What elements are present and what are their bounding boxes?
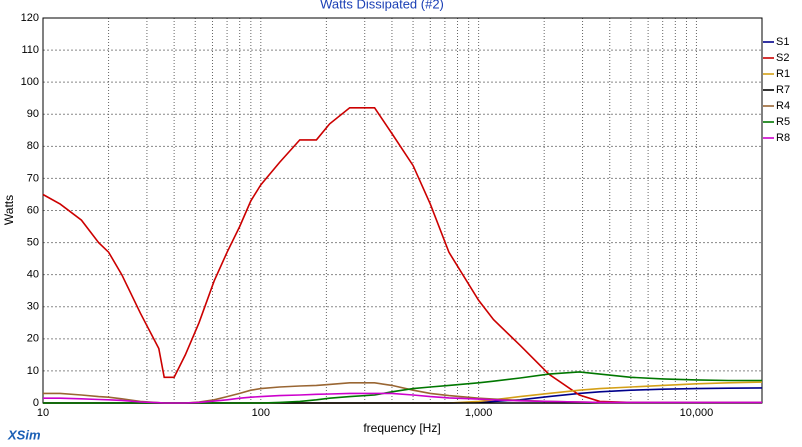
chart-title: Watts Dissipated (#2): [320, 0, 444, 11]
legend-label: R1: [776, 68, 790, 80]
y-tick-label: 110: [21, 44, 39, 56]
y-tick-label: 100: [21, 76, 39, 88]
legend-label: R5: [776, 116, 790, 128]
legend-label: S1: [776, 36, 789, 48]
legend-label: R7: [776, 84, 790, 96]
y-axis-label: Watts: [2, 195, 16, 225]
series-line: [43, 392, 762, 404]
x-tick-label: 10,000: [680, 407, 714, 419]
y-tick-label: 90: [27, 108, 39, 120]
legend-label: S2: [776, 52, 789, 64]
watermark: XSim: [7, 427, 41, 442]
y-tick-label: 60: [27, 204, 39, 216]
y-tick-label: 30: [27, 301, 39, 313]
y-tick-label: 10: [27, 365, 39, 377]
series-line: [42, 107, 762, 404]
x-tick-label: 1,000: [465, 407, 493, 419]
y-tick-label: 40: [27, 269, 39, 281]
y-tick-label: 50: [27, 236, 39, 248]
plot-frame: [42, 17, 763, 404]
y-tick-label: 80: [27, 140, 39, 152]
y-tick-label: 70: [27, 172, 39, 184]
legend-label: R4: [776, 100, 790, 112]
legend-label: R8: [776, 132, 790, 144]
y-tick-label: 0: [33, 397, 39, 409]
y-tick-label: 120: [21, 12, 39, 24]
y-tick-label: 20: [27, 333, 39, 345]
series-line: [43, 381, 763, 404]
x-tick-label: 10: [37, 407, 49, 419]
x-axis-label: frequency [Hz]: [363, 421, 440, 435]
x-tick-label: 100: [252, 407, 270, 419]
series-line: [43, 371, 762, 404]
